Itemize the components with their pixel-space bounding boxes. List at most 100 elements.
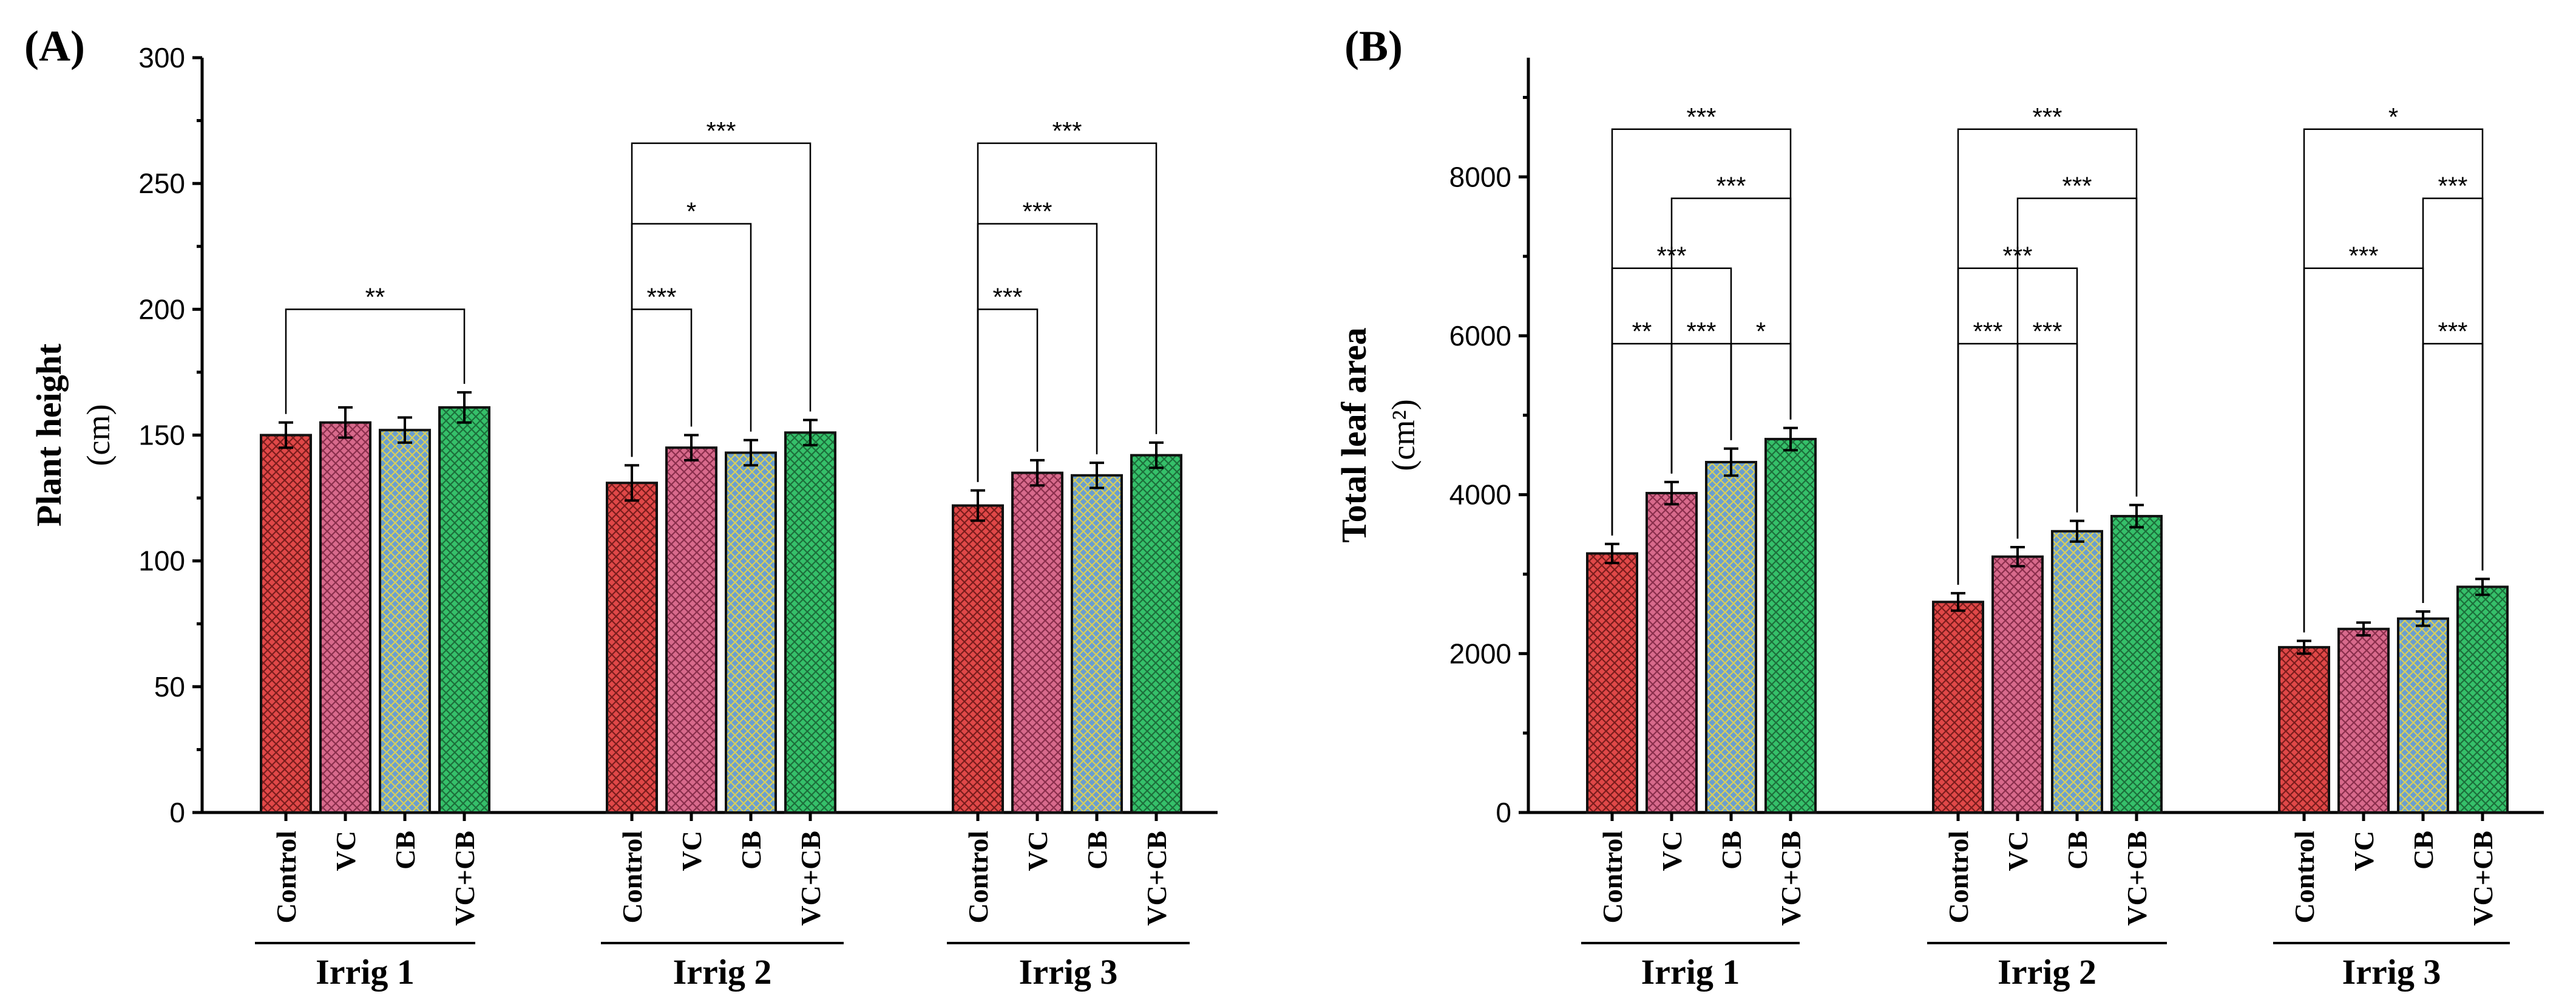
bar-vc-plus-cb [1130,454,1182,814]
panel-b: (B) 0 2000 4000 6000 8000 Total leaf area (cm²)… [1334,22,2544,992]
significance-bracket [1611,128,1792,536]
significance-label: * [1756,317,1766,346]
significance-label: *** [1686,103,1716,131]
bar-vc [665,446,717,814]
significance-bracket [977,142,1158,482]
category-label: Control [617,831,648,924]
panel-label: (A) [24,22,85,70]
group-label: Irrig 2 [1998,952,2096,992]
panel-a: (A) 0 50 100 150 200 250 300 Plant height (cm) Con… [24,22,1218,992]
significance-bracket [285,308,466,414]
y-tick-label: 6000 [1449,320,1511,352]
bar-cb [2051,530,2103,814]
category-label: VC [676,831,707,871]
category-label: Control [271,831,302,924]
category-label: CB [1082,831,1113,870]
bar-vc-plus-cb [784,431,836,814]
significance-bracket [631,142,812,457]
y-tick-label: 4000 [1449,479,1511,511]
group-label: Irrig 1 [1641,952,1740,992]
significance-label: *** [1686,317,1716,346]
group-label: Irrig 2 [673,952,772,992]
y-tick-label: 0 [1496,797,1511,828]
significance-bracket [2422,342,2484,603]
y-tick-label: 50 [154,671,185,703]
bar-cb [1705,460,1757,814]
y-tick-label: 8000 [1449,161,1511,192]
panel-label: (B) [1344,22,1403,70]
significance-label: * [686,197,696,225]
significance-label: *** [2032,317,2062,346]
bar-vc-plus-cb [2110,514,2163,814]
category-label: CB [390,831,421,870]
significance-bracket [1670,342,1732,474]
bar-control [952,504,1004,814]
y-axis-title: Total leaf area [1334,327,1374,542]
category-label: Control [2289,831,2320,924]
bar-vc [2337,627,2390,814]
significance-bracket [1957,342,2019,585]
significance-label: ** [1632,317,1652,346]
category-label: VC+CB [1141,831,1172,926]
category-label: VC+CB [1775,831,1806,926]
category-label: VC+CB [795,831,826,926]
bar-vc [319,421,371,814]
bar-vc [1991,555,2044,814]
y-tick-label: 2000 [1449,638,1511,669]
y-tick-label: 100 [138,545,185,577]
category-label: VC+CB [449,831,480,926]
bar-control [606,482,658,814]
significance-label: *** [2032,103,2062,131]
significance-bracket [2016,342,2078,539]
significance-label: *** [1716,172,1746,200]
bar-cb [725,451,777,814]
y-axis-title: Plant height [29,343,69,526]
y-tick-label: 150 [138,420,185,451]
bar-cb [1071,474,1123,814]
bar-vc [1646,492,1698,814]
bar-control [260,434,312,814]
bar-control [2278,646,2330,814]
significance-bracket [977,308,1039,482]
significance-bracket [2303,267,2424,633]
y-tick-label: 200 [138,293,185,325]
bar-cb [379,429,431,814]
y-axis-unit: (cm²) [1385,399,1422,471]
category-label: VC+CB [2121,831,2152,926]
category-label: VC [330,831,361,871]
bar-vc-plus-cb [438,406,490,814]
y-axis-unit: (cm) [80,404,117,466]
bar-control [1932,601,1984,814]
category-label: Control [1943,831,1974,924]
bar-control [1586,552,1638,814]
category-label: VC [1022,831,1053,871]
significance-label: *** [2438,172,2467,200]
significance-label: ** [365,282,385,311]
category-label: VC [2348,831,2379,871]
bar-vc-plus-cb [2456,585,2509,814]
bar-vc-plus-cb [1764,438,1817,814]
significance-bracket [2422,197,2484,603]
bar-vc [1011,471,1063,814]
significance-label: *** [1022,197,1052,225]
category-label: VC+CB [2467,831,2498,926]
y-tick-label: 0 [169,797,185,828]
category-label: VC [2002,831,2033,871]
significance-label: *** [1052,117,1082,145]
significance-label: *** [992,282,1022,311]
bar-cb [2397,617,2449,814]
category-label: VC [1656,831,1687,871]
significance-bracket [2303,128,2484,633]
category-label: CB [2408,831,2439,870]
group-label: Irrig 1 [316,952,415,992]
category-label: Control [1597,831,1628,924]
significance-label: *** [706,117,736,145]
significance-label: *** [1973,317,2002,346]
y-tick-label: 250 [138,168,185,199]
significance-label: *** [2062,172,2092,200]
significance-bracket [631,308,693,457]
significance-label: *** [2438,317,2467,346]
group-label: Irrig 3 [1019,952,1118,992]
y-tick-label: 300 [138,42,185,73]
category-label: CB [736,831,767,870]
